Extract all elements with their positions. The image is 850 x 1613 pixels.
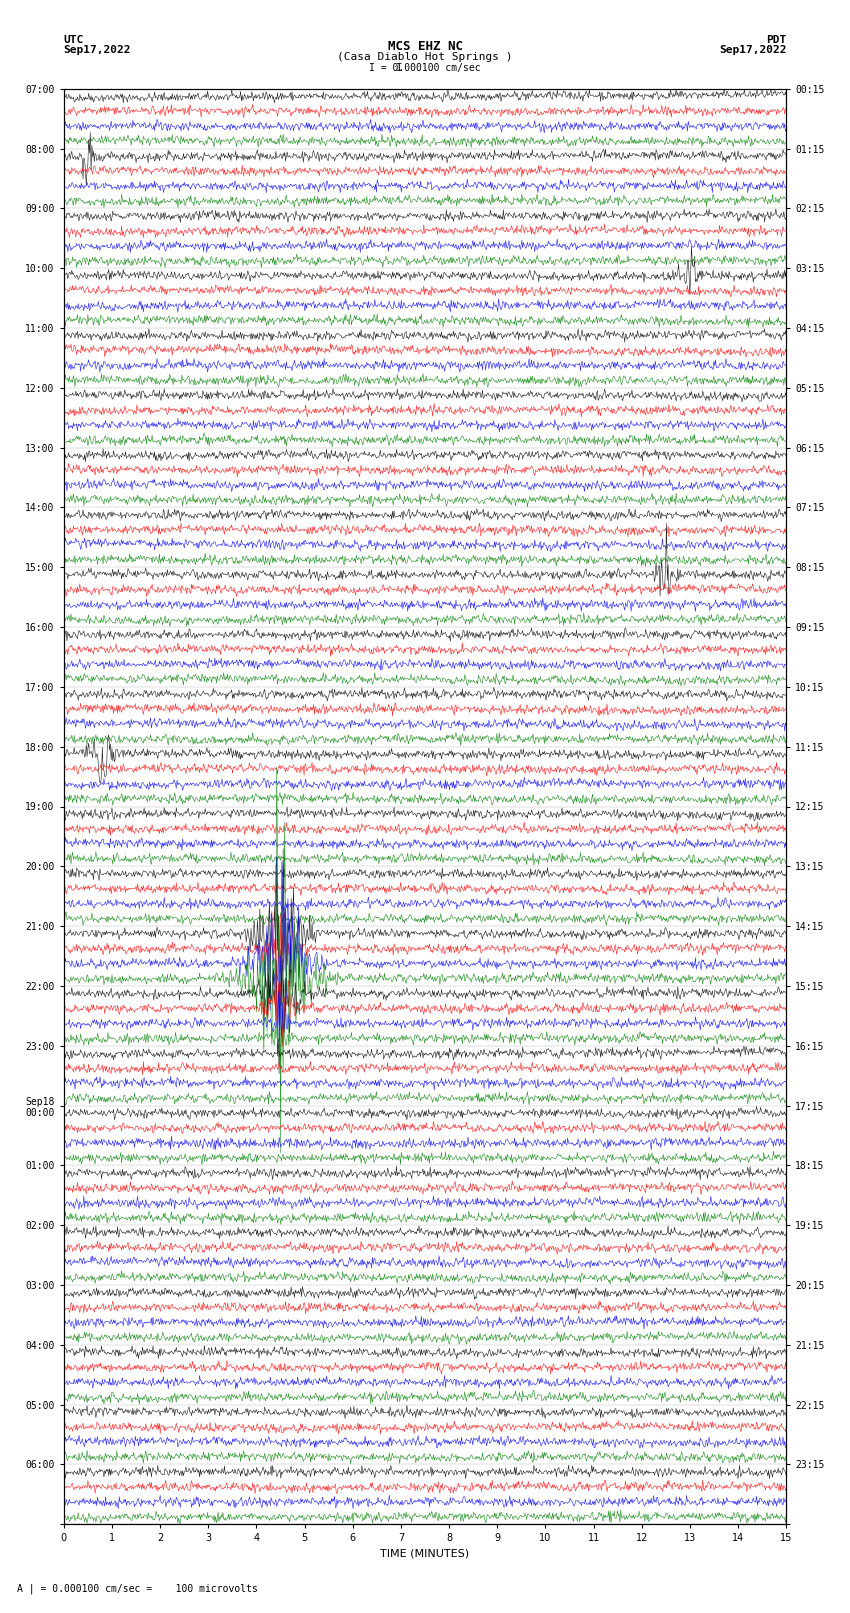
Text: I = 0.000100 cm/sec: I = 0.000100 cm/sec	[369, 63, 481, 73]
Text: UTC: UTC	[64, 35, 84, 45]
Text: A | = 0.000100 cm/sec =    100 microvolts: A | = 0.000100 cm/sec = 100 microvolts	[17, 1582, 258, 1594]
Text: PDT: PDT	[766, 35, 786, 45]
Text: Sep17,2022: Sep17,2022	[719, 45, 786, 55]
Text: Sep17,2022: Sep17,2022	[64, 45, 131, 55]
Text: (Casa Diablo Hot Springs ): (Casa Diablo Hot Springs )	[337, 52, 513, 61]
Text: MCS EHZ NC: MCS EHZ NC	[388, 40, 462, 53]
X-axis label: TIME (MINUTES): TIME (MINUTES)	[381, 1548, 469, 1558]
Text: I: I	[396, 63, 403, 73]
